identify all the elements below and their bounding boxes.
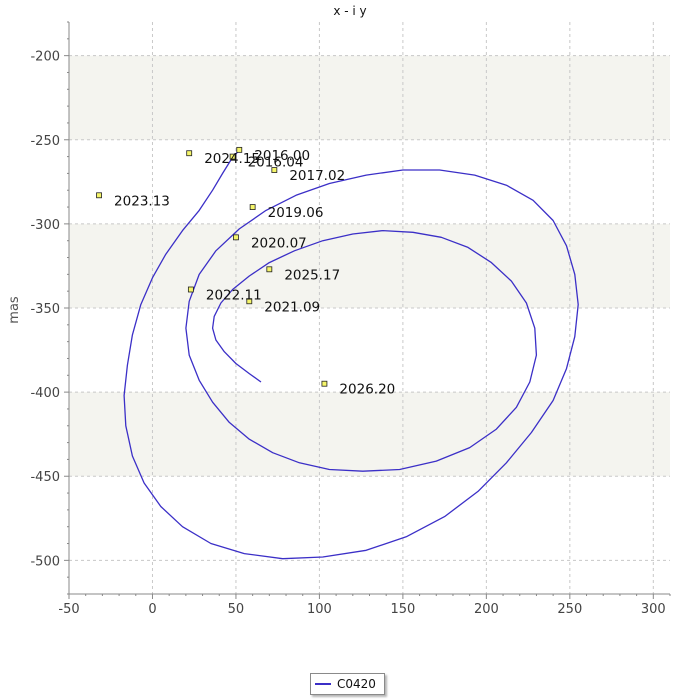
x-tick-label: 300 [641, 602, 666, 617]
y-tick-label: -200 [30, 50, 60, 65]
annotation-marker [321, 380, 328, 387]
x-axis: -50 0 50 100 150 200 250 300 [58, 594, 671, 617]
background-band [69, 55, 670, 140]
annotation-label: 2016.00 [254, 148, 310, 164]
annotation-marker [96, 192, 102, 199]
background-band [69, 392, 670, 477]
y-tick-label: -250 [30, 134, 60, 149]
annotation-label: 2025.17 [284, 267, 340, 283]
annotation-marker [246, 298, 253, 305]
annotation-label: 2020.07 [251, 235, 307, 251]
x-tick-label: 50 [228, 602, 245, 617]
annotation-label: 2019.06 [268, 205, 324, 221]
chart-title: x - i y [333, 4, 366, 18]
annotation-marker [187, 286, 194, 293]
y-tick-label: -350 [30, 302, 60, 317]
legend-swatch [315, 683, 331, 685]
series-layer [123, 149, 579, 560]
y-tick-label: -400 [30, 386, 60, 401]
y-tick-label: -300 [30, 218, 60, 233]
y-tick-label: -450 [30, 470, 60, 485]
x-tick-label: 250 [557, 602, 582, 617]
legend: C0420 [310, 673, 385, 695]
annotation-label: 2022.11 [206, 287, 262, 303]
series-line [123, 149, 579, 560]
x-tick-label: -50 [58, 602, 79, 617]
x-tick-label: 200 [474, 602, 499, 617]
annotation-marker [271, 167, 278, 173]
annotation-label: 2023.13 [114, 193, 170, 209]
annotation-marker [249, 204, 256, 210]
annotation-marker [236, 146, 243, 153]
x-tick-label: 0 [148, 602, 156, 617]
y-axis: -500 -450 -400 -350 -300 -250 -200 [30, 21, 69, 595]
annotation-label: 2024.15 [204, 151, 260, 167]
y-axis-label: mas [7, 296, 22, 324]
annotation-marker [233, 234, 239, 241]
x-tick-label: 100 [307, 602, 332, 617]
annotation-marker [186, 150, 193, 157]
grid-lines [68, 22, 670, 594]
annotation-label: 2016.04 [248, 155, 304, 171]
annotation-label: 2017.02 [289, 168, 345, 184]
annotation-label: 2026.20 [339, 382, 395, 398]
x-tick-label: 150 [390, 602, 415, 617]
annotation-label: 2021.09 [264, 299, 320, 315]
annotation-marker [229, 153, 236, 160]
legend-series-label: C0420 [337, 677, 376, 691]
annotation-marker [266, 266, 273, 273]
y-tick-label: -500 [30, 554, 60, 569]
